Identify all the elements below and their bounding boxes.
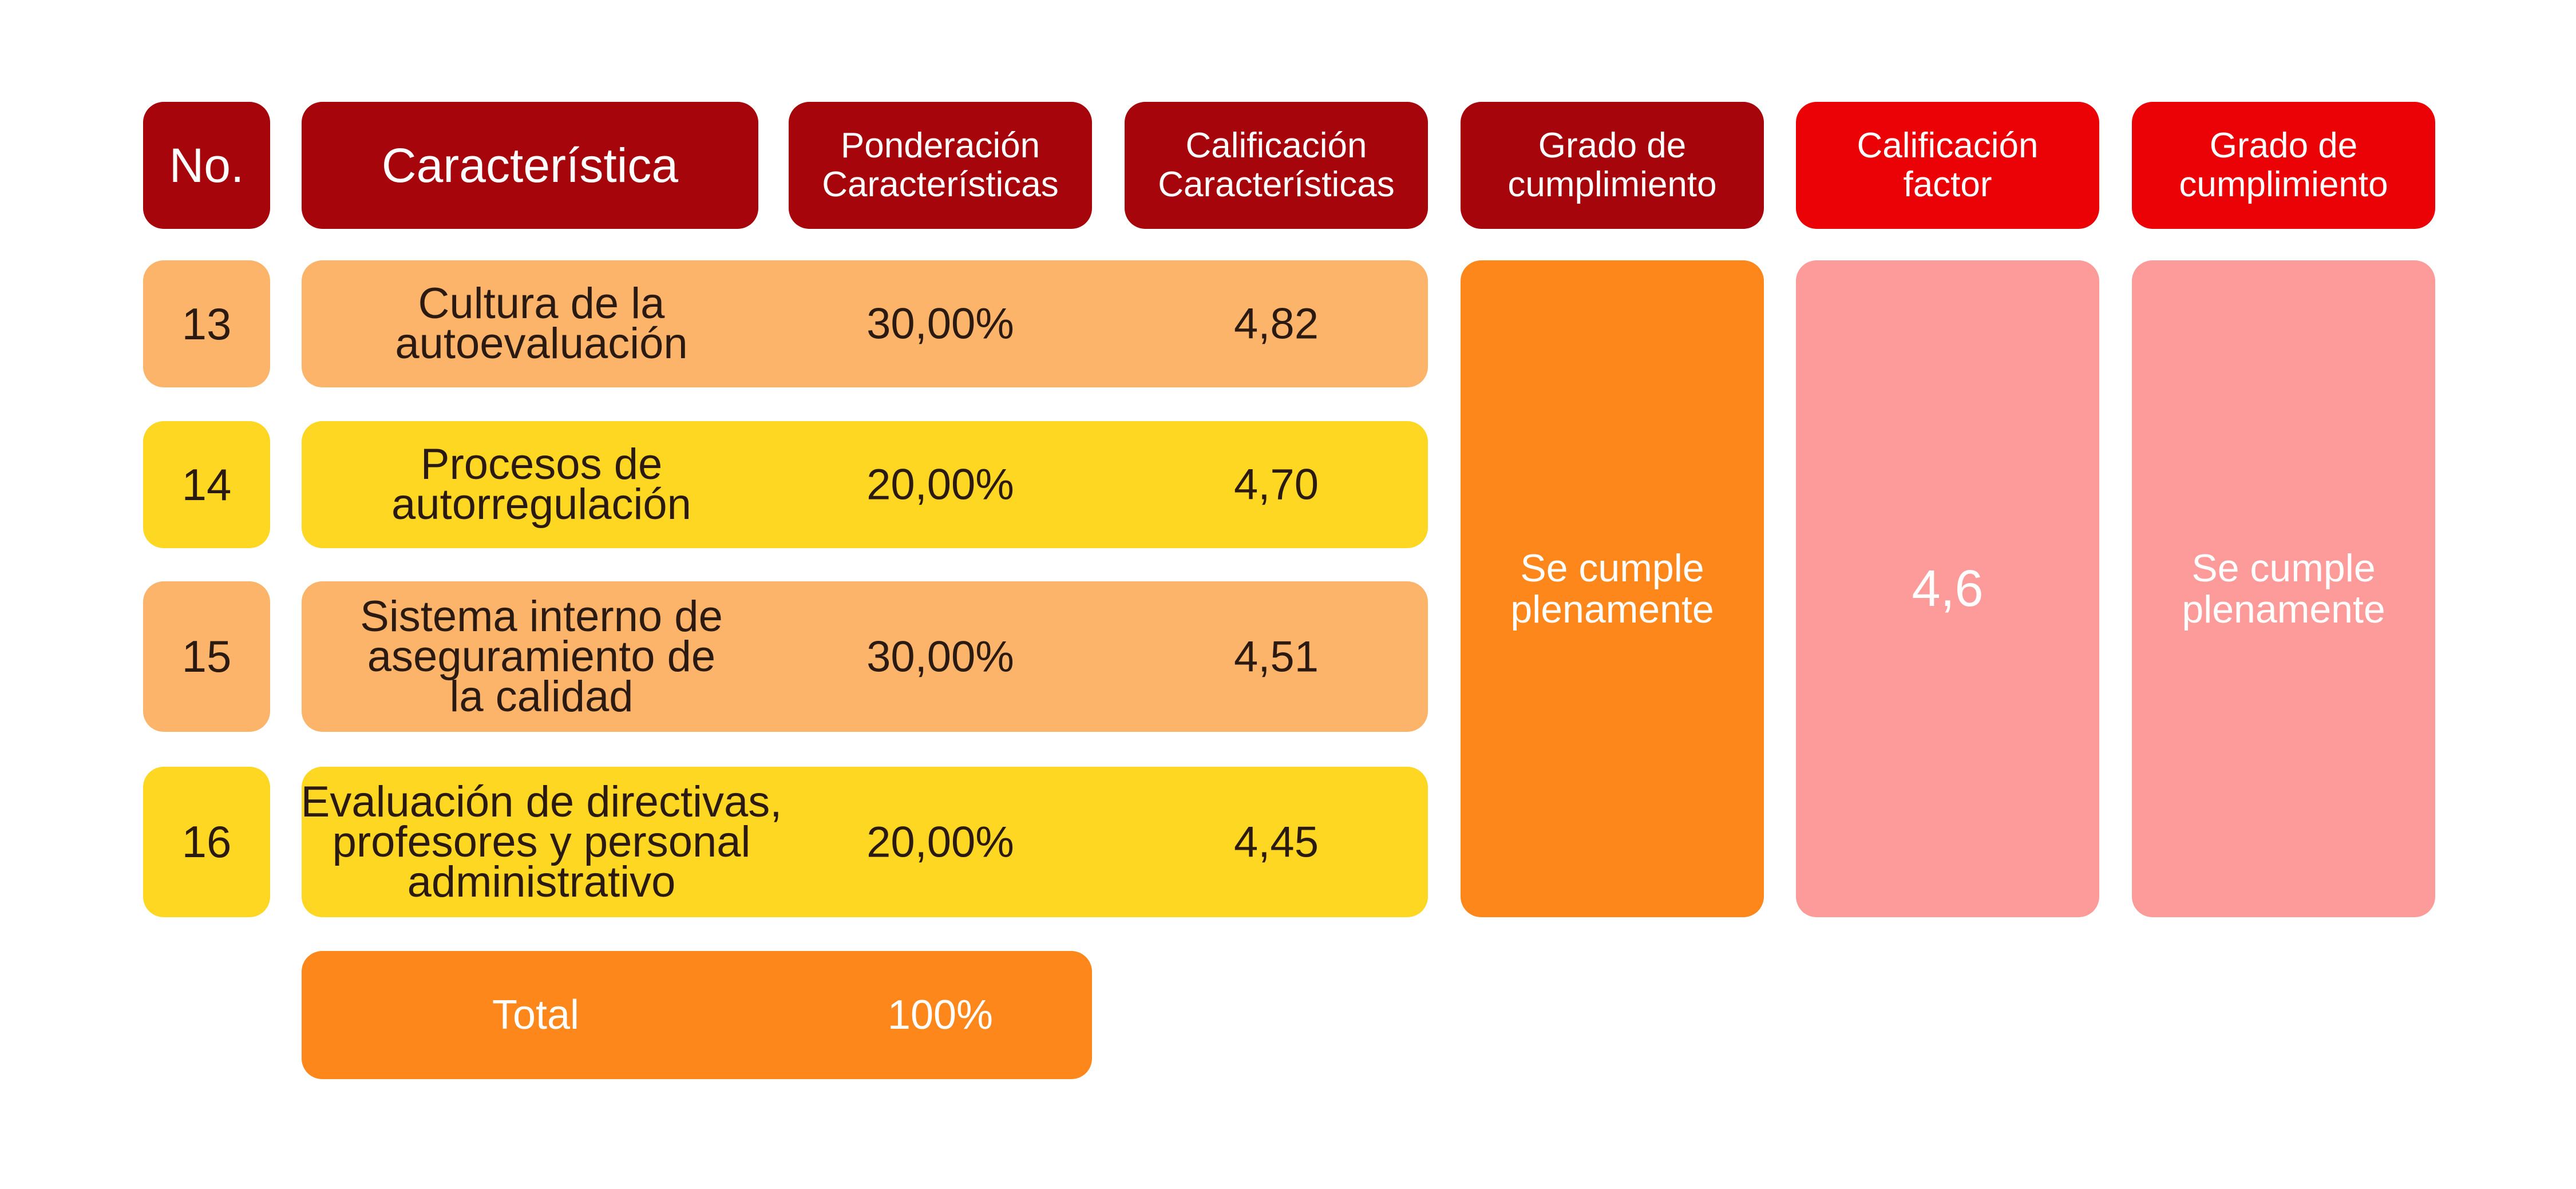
factor-compliance-cell: Se cumple plenamente [2132, 260, 2435, 917]
factor-compliance-value: Se cumple plenamente [2182, 546, 2385, 631]
compliance-value: Se cumple plenamente [1510, 546, 1714, 631]
header-weighting: Ponderación Características [789, 102, 1092, 229]
row-15-bar: Sistema interno de aseguramiento de la c… [302, 581, 1428, 732]
header-rating: Calificación Características [1125, 102, 1428, 229]
row-13-weighting: 30,00% [866, 299, 1014, 348]
row-16-characteristic: Evaluación de directivas, profesores y p… [300, 777, 782, 906]
total-value: 100% [887, 992, 994, 1038]
row-13-number-label: 13 [181, 298, 232, 349]
row-15-number-label: 15 [181, 631, 232, 681]
row-13-bar: Cultura de la autoevaluación 30,00% 4,82 [302, 260, 1428, 387]
header-factor-rating: Calificación factor [1796, 102, 2099, 229]
header-no: No. [143, 102, 270, 229]
row-14-rating: 4,70 [1234, 460, 1319, 509]
row-15-characteristic: Sistema interno de aseguramiento de la c… [360, 592, 723, 721]
row-16-rating: 4,45 [1234, 818, 1319, 866]
header-factor-rating-label: Calificación factor [1857, 126, 2039, 204]
header-weighting-label: Ponderación Características [822, 126, 1059, 204]
row-14-characteristic: Procesos de autorregulación [391, 440, 691, 529]
row-16-number: 16 [143, 767, 270, 917]
factor-rating-cell: 4,6 [1796, 260, 2099, 917]
row-16-weighting: 20,00% [866, 818, 1014, 866]
row-15-weighting: 30,00% [866, 632, 1014, 681]
header-factor-compliance: Grado de cumplimiento [2132, 102, 2435, 229]
row-14-bar: Procesos de autorregulación 20,00% 4,70 [302, 421, 1428, 548]
row-14-number-label: 14 [181, 459, 232, 510]
compliance-cell: Se cumple plenamente [1461, 260, 1764, 917]
row-16-bar: Evaluación de directivas, profesores y p… [300, 767, 1428, 917]
row-15-number: 15 [143, 581, 270, 732]
header-compliance-label: Grado de cumplimiento [1507, 126, 1717, 204]
row-16-number-label: 16 [181, 817, 232, 867]
header-compliance: Grado de cumplimiento [1461, 102, 1764, 229]
row-15-rating: 4,51 [1234, 632, 1319, 681]
header-characteristic: Característica [302, 102, 758, 229]
header-no-label: No. [169, 138, 244, 192]
total-bar: Total 100% [302, 951, 1092, 1079]
row-14-number: 14 [143, 421, 270, 548]
factor-rating-value: 4,6 [1912, 560, 1984, 617]
row-14-weighting: 20,00% [866, 460, 1014, 509]
row-13-number: 13 [143, 260, 270, 387]
row-13-rating: 4,82 [1234, 299, 1319, 348]
header-rating-label: Calificación Características [1158, 126, 1395, 204]
header-factor-compliance-label: Grado de cumplimiento [2179, 126, 2388, 204]
header-characteristic-label: Característica [381, 138, 679, 192]
total-label: Total [492, 992, 580, 1038]
row-13-characteristic: Cultura de la autoevaluación [395, 279, 688, 368]
